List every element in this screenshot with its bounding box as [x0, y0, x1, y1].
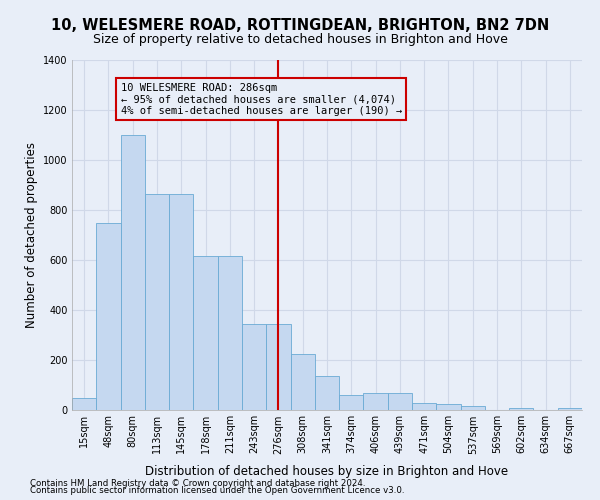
Bar [121, 135, 145, 410]
Bar [290, 354, 315, 410]
Text: Contains HM Land Registry data © Crown copyright and database right 2024.: Contains HM Land Registry data © Crown c… [30, 478, 365, 488]
Bar [461, 406, 485, 410]
Bar [412, 402, 436, 410]
Bar [193, 256, 218, 410]
Bar [315, 376, 339, 410]
Bar [218, 256, 242, 410]
Text: 10, WELESMERE ROAD, ROTTINGDEAN, BRIGHTON, BN2 7DN: 10, WELESMERE ROAD, ROTTINGDEAN, BRIGHTO… [51, 18, 549, 32]
Text: Contains public sector information licensed under the Open Government Licence v3: Contains public sector information licen… [30, 486, 404, 495]
Bar [509, 408, 533, 410]
Bar [169, 194, 193, 410]
Bar [266, 324, 290, 410]
X-axis label: Distribution of detached houses by size in Brighton and Hove: Distribution of detached houses by size … [145, 464, 509, 477]
Bar [242, 324, 266, 410]
Bar [388, 392, 412, 410]
Text: 10 WELESMERE ROAD: 286sqm
← 95% of detached houses are smaller (4,074)
4% of sem: 10 WELESMERE ROAD: 286sqm ← 95% of detac… [121, 82, 402, 116]
Text: Size of property relative to detached houses in Brighton and Hove: Size of property relative to detached ho… [92, 32, 508, 46]
Bar [339, 395, 364, 410]
Bar [436, 404, 461, 410]
Bar [96, 222, 121, 410]
Bar [145, 194, 169, 410]
Bar [364, 392, 388, 410]
Bar [72, 398, 96, 410]
Bar [558, 408, 582, 410]
Y-axis label: Number of detached properties: Number of detached properties [25, 142, 38, 328]
